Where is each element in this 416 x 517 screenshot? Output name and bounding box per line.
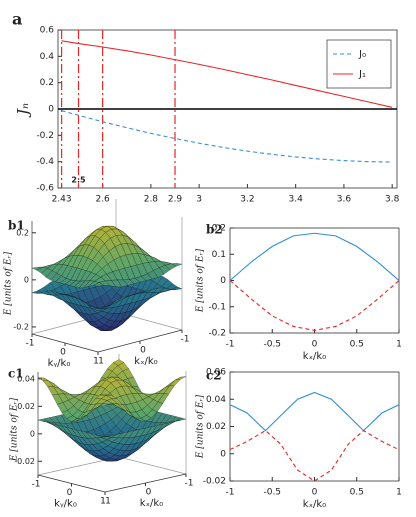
y-tick-label: 0.2 — [40, 78, 54, 88]
y-tick-label: 0.6 — [40, 26, 55, 36]
panel-label: a — [12, 10, 22, 29]
x-tick-label: 0 — [312, 340, 318, 350]
z-tick-label: 0 — [24, 275, 29, 284]
x-axis-label: kₓ/k₀ — [140, 498, 163, 509]
legend-label: J₁ — [358, 69, 366, 80]
x-tick-label: -1 — [226, 488, 235, 498]
box-edge — [119, 457, 186, 474]
panel-label: b2 — [206, 223, 223, 237]
x-tick-label: 1 — [98, 357, 104, 367]
y-tick-label: 0 — [67, 488, 73, 498]
x-tick-label: 0 — [140, 346, 146, 356]
x-tick-label: 0.5 — [350, 488, 364, 498]
y-axis-label: kᵧ/k₀ — [54, 499, 77, 510]
x-tick-label: 2.9 — [168, 195, 183, 205]
y-tick-label: -1 — [26, 339, 35, 349]
surface-mesh — [32, 226, 182, 331]
y-tick-label: 0 — [60, 348, 66, 358]
series-line — [230, 281, 399, 331]
series-line — [230, 431, 399, 481]
y-tick-label: -0.6 — [36, 184, 54, 194]
y-tick-label: -1 — [32, 480, 41, 490]
series-line — [230, 392, 399, 430]
y-tick-label: 0.04 — [206, 395, 226, 405]
y-axis-label: E [units of Eᵣ] — [196, 394, 206, 459]
x-tick-label: -0.5 — [263, 488, 281, 498]
y-tick-label: -0.1 — [208, 302, 226, 312]
plot-frame — [230, 372, 399, 481]
x-tick-label: 3 — [196, 195, 202, 205]
y-tick-label: 0.4 — [40, 52, 55, 62]
y-tick-label: 0 — [220, 276, 226, 286]
z-tick-label: 0 — [30, 429, 35, 438]
x-tick-label: 1 — [396, 340, 402, 350]
legend-label: J₀ — [358, 49, 366, 60]
x-tick-label: 2.43 — [52, 195, 72, 205]
y-tick-label: 0 — [48, 105, 54, 115]
plot-frame — [230, 228, 399, 333]
x-tick-label: 0 — [312, 488, 318, 498]
y-axis-label: kᵧ/k₀ — [48, 358, 71, 369]
x-tick-label: 2.8 — [144, 195, 159, 205]
x-tick-label: 0 — [146, 488, 152, 498]
y-axis-label: Jₙ — [14, 103, 32, 118]
legend-box — [327, 40, 391, 88]
x-axis-label: kₓ/k₀ — [303, 351, 326, 362]
y-tick-label: -0.2 — [208, 329, 226, 339]
series-line — [62, 111, 393, 162]
x-tick-label: -0.5 — [263, 340, 281, 350]
x-tick-label: 3.6 — [337, 195, 352, 205]
x-tick-label: 1 — [105, 497, 111, 507]
x-tick-label: 3.2 — [240, 195, 254, 205]
y-tick-label: 0.02 — [206, 422, 226, 432]
z-tick-label: 0.02 — [17, 402, 35, 411]
x-tick-label: 2.6 — [95, 195, 110, 205]
x-tick-label: -1 — [181, 335, 190, 345]
y-tick-label: -0.4 — [36, 157, 54, 167]
y-tick-label: -0.02 — [203, 477, 226, 487]
x-tick-label: -1 — [185, 479, 194, 489]
x-tick-label: 0.5 — [350, 340, 364, 350]
z-tick-label: -0.2 — [13, 322, 29, 331]
panel-label: c2 — [206, 369, 222, 383]
x-tick-label: -1 — [226, 340, 235, 350]
panel-label: b1 — [8, 219, 25, 233]
x-axis-label: kₓ/k₀ — [134, 356, 157, 367]
x-axis-label: kₓ/k₀ — [303, 499, 326, 510]
y-axis-label: E [units of Eᵣ] — [196, 248, 206, 313]
x-tick-label: 3.4 — [288, 195, 303, 205]
z-axis-label: E [units of Eᵣ] — [4, 251, 14, 316]
series-line — [230, 233, 399, 280]
x-tick-label: 3.8 — [385, 195, 400, 205]
y-tick-label: 0.1 — [212, 250, 226, 260]
surface-cell — [175, 377, 186, 380]
y-tick-label: -0.2 — [36, 131, 54, 141]
y-tick-label: 0 — [220, 449, 226, 459]
surface-mesh — [38, 360, 186, 462]
z-axis-label: E [units of Eᵣ] — [10, 397, 20, 462]
panel-label: c1 — [8, 367, 24, 381]
x-tick-label: 1 — [396, 488, 402, 498]
